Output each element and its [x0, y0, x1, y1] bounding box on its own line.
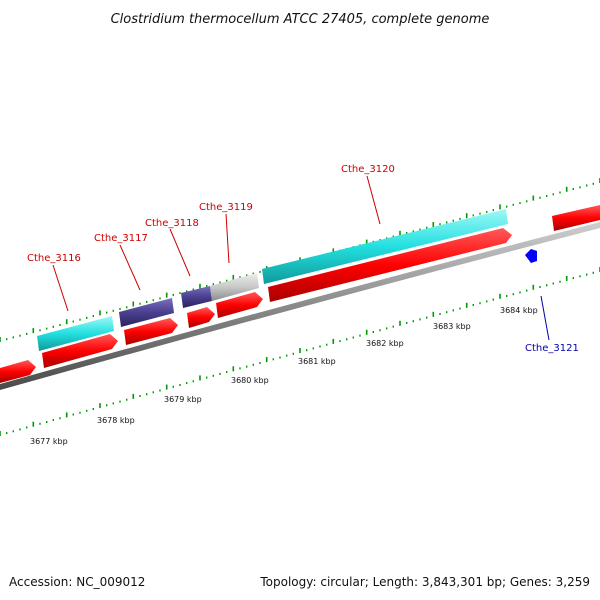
cds-cthe-3117[interactable]: [124, 318, 178, 345]
genome-summary-text: Topology: circular; Length: 3,843,301 bp…: [259, 575, 590, 589]
gene-label-cthe-3119[interactable]: Cthe_3119: [199, 202, 253, 213]
cog-cthe-3119[interactable]: [210, 273, 259, 301]
cog-cthe-3120[interactable]: [262, 209, 508, 284]
leader-cthe-3120: [366, 175, 381, 225]
cds-track: [0, 205, 600, 383]
cds-cthe-3115[interactable]: [0, 360, 36, 383]
gene-label-cthe-3121[interactable]: Cthe_3121: [525, 343, 579, 354]
gene-label-cthe-3118[interactable]: Cthe_3118: [145, 218, 199, 229]
cog-track: [37, 209, 508, 351]
cog-cthe-3116[interactable]: [37, 316, 114, 351]
gene-labels: Cthe_3116 Cthe_3117 Cthe_3118 Cthe_3119 …: [27, 164, 579, 354]
tick-label-3679: 3679 kbp: [164, 395, 202, 404]
tick-label-3682: 3682 kbp: [366, 339, 404, 348]
gene-label-cthe-3116[interactable]: Cthe_3116: [27, 253, 81, 264]
gene-label-cthe-3117[interactable]: Cthe_3117: [94, 233, 148, 244]
inner-tick-ring: [0, 267, 600, 436]
leader-cthe-3118: [169, 228, 191, 277]
leader-cthe-3121: [540, 295, 550, 341]
label-leaders: [52, 175, 550, 341]
tick-label-3681: 3681 kbp: [298, 357, 336, 366]
cds-cthe-3119[interactable]: [216, 292, 263, 318]
cds-cthe-3122[interactable]: [552, 205, 600, 231]
cds-cthe-3120[interactable]: [268, 228, 512, 302]
leader-cthe-3117: [119, 244, 141, 291]
leader-cthe-3119: [225, 213, 230, 264]
map-title: Clostridium thermocellum ATCC 27405, com…: [111, 12, 490, 27]
scale-labels: 3677 kbp 3678 kbp 3679 kbp 3680 kbp 3681…: [30, 306, 538, 446]
gene-cthe-3121[interactable]: [525, 249, 537, 263]
tick-label-3678: 3678 kbp: [97, 416, 135, 425]
cog-cthe-3117[interactable]: [119, 298, 174, 327]
accession-text: Accession: NC_009012: [9, 575, 145, 589]
cds-cthe-3118[interactable]: [187, 307, 215, 328]
tick-label-3677: 3677 kbp: [30, 437, 68, 446]
genome-backbone: [0, 222, 600, 390]
cds-cthe-3116[interactable]: [42, 334, 118, 368]
tick-label-3683: 3683 kbp: [433, 322, 471, 331]
gene-label-cthe-3120[interactable]: Cthe_3120: [341, 164, 395, 175]
tick-label-3684: 3684 kbp: [500, 306, 538, 315]
leader-cthe-3116: [52, 264, 69, 312]
cog-cthe-3118[interactable]: [181, 286, 212, 308]
tick-label-3680: 3680 kbp: [231, 376, 269, 385]
